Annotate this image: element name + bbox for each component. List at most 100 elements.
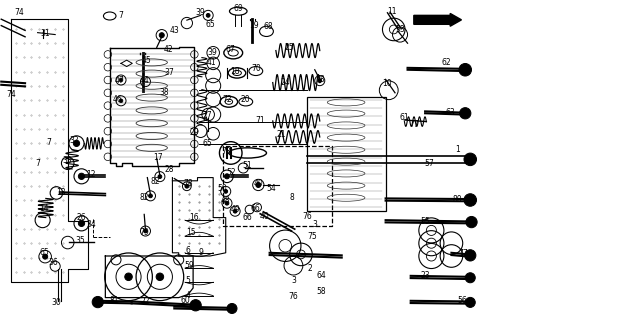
- Text: 34: 34: [86, 220, 96, 228]
- Text: 40: 40: [260, 212, 270, 221]
- Circle shape: [43, 254, 48, 259]
- Text: 62: 62: [441, 58, 451, 67]
- Text: 31: 31: [40, 29, 50, 38]
- Text: 59: 59: [184, 261, 194, 270]
- Text: 69: 69: [233, 4, 243, 12]
- Text: FR.: FR.: [418, 16, 435, 25]
- Circle shape: [465, 273, 475, 283]
- Text: 39: 39: [207, 48, 217, 57]
- Circle shape: [156, 273, 164, 281]
- Text: 64: 64: [316, 271, 326, 280]
- Text: 46: 46: [113, 95, 123, 104]
- Circle shape: [158, 175, 162, 179]
- Text: 7: 7: [35, 159, 40, 168]
- Text: 74: 74: [6, 90, 16, 99]
- Text: 10: 10: [382, 79, 393, 88]
- Text: 47: 47: [114, 76, 124, 84]
- Text: 19: 19: [249, 21, 259, 30]
- Text: 36: 36: [48, 258, 58, 267]
- Text: 35: 35: [75, 236, 85, 244]
- Text: 16: 16: [189, 213, 199, 222]
- Circle shape: [190, 300, 201, 311]
- Text: 71: 71: [255, 116, 265, 124]
- Text: 61: 61: [399, 113, 409, 122]
- Text: 2: 2: [308, 264, 313, 273]
- Text: 78: 78: [315, 75, 325, 84]
- Text: 79: 79: [139, 228, 149, 237]
- Circle shape: [185, 184, 189, 188]
- Text: 20: 20: [241, 95, 251, 104]
- Text: 26: 26: [76, 213, 87, 222]
- Text: 77: 77: [458, 249, 468, 258]
- Text: 15: 15: [186, 228, 196, 237]
- Text: 5: 5: [186, 276, 191, 285]
- Text: 23: 23: [420, 271, 430, 280]
- Text: 72: 72: [222, 95, 232, 104]
- Text: 13: 13: [56, 188, 66, 196]
- Text: 32: 32: [69, 136, 79, 145]
- Text: 82: 82: [150, 177, 161, 186]
- Text: 52: 52: [226, 168, 236, 177]
- Text: 12: 12: [86, 170, 96, 179]
- Text: 40: 40: [253, 179, 263, 188]
- Circle shape: [256, 182, 261, 188]
- Circle shape: [225, 201, 229, 205]
- Circle shape: [464, 153, 477, 166]
- Circle shape: [78, 220, 85, 227]
- Text: 80: 80: [453, 195, 463, 204]
- Text: 73: 73: [221, 147, 231, 156]
- Text: 76: 76: [288, 292, 298, 301]
- Circle shape: [459, 63, 472, 76]
- Text: 24: 24: [280, 78, 290, 87]
- Circle shape: [224, 174, 229, 179]
- Text: 43: 43: [169, 26, 179, 35]
- Text: 49: 49: [230, 205, 240, 214]
- Circle shape: [224, 189, 228, 193]
- Text: 66: 66: [243, 213, 253, 222]
- Text: 11: 11: [387, 7, 397, 16]
- Text: 54: 54: [266, 184, 276, 193]
- Text: 48: 48: [221, 196, 231, 205]
- Text: 39: 39: [196, 8, 206, 17]
- Text: 65: 65: [39, 248, 49, 257]
- Text: 81: 81: [109, 296, 119, 305]
- Text: 41: 41: [207, 58, 217, 67]
- Circle shape: [92, 296, 103, 308]
- Circle shape: [78, 173, 85, 180]
- Text: 44: 44: [139, 76, 149, 84]
- Text: 29: 29: [189, 128, 199, 137]
- Text: 25: 25: [285, 43, 295, 52]
- Circle shape: [460, 108, 471, 119]
- Text: 21: 21: [276, 130, 286, 139]
- FancyArrow shape: [414, 13, 461, 26]
- Text: 45: 45: [141, 56, 151, 65]
- Text: 66: 66: [251, 204, 261, 212]
- Circle shape: [318, 79, 322, 83]
- Circle shape: [466, 216, 477, 228]
- Text: 58: 58: [316, 287, 326, 296]
- Text: 51: 51: [243, 161, 253, 170]
- Circle shape: [149, 194, 152, 198]
- Text: 28: 28: [164, 165, 174, 174]
- Text: 6: 6: [186, 246, 191, 255]
- Text: 1: 1: [455, 145, 460, 154]
- Text: 82: 82: [139, 193, 149, 202]
- Text: 77: 77: [409, 120, 419, 129]
- Bar: [307, 97, 386, 211]
- Circle shape: [464, 194, 477, 206]
- Text: 30: 30: [51, 298, 61, 307]
- Text: 67: 67: [226, 45, 236, 54]
- Circle shape: [144, 229, 147, 233]
- Text: 57: 57: [424, 159, 435, 168]
- Text: 7: 7: [46, 138, 51, 147]
- Text: 27: 27: [202, 111, 212, 120]
- Circle shape: [119, 78, 123, 82]
- Text: 42: 42: [163, 45, 173, 54]
- Circle shape: [73, 140, 80, 147]
- Text: 55: 55: [420, 217, 430, 226]
- Circle shape: [125, 273, 132, 281]
- Text: 78: 78: [183, 179, 193, 188]
- Text: 74: 74: [14, 8, 24, 17]
- Text: 65: 65: [205, 20, 215, 29]
- Text: 3: 3: [291, 276, 296, 285]
